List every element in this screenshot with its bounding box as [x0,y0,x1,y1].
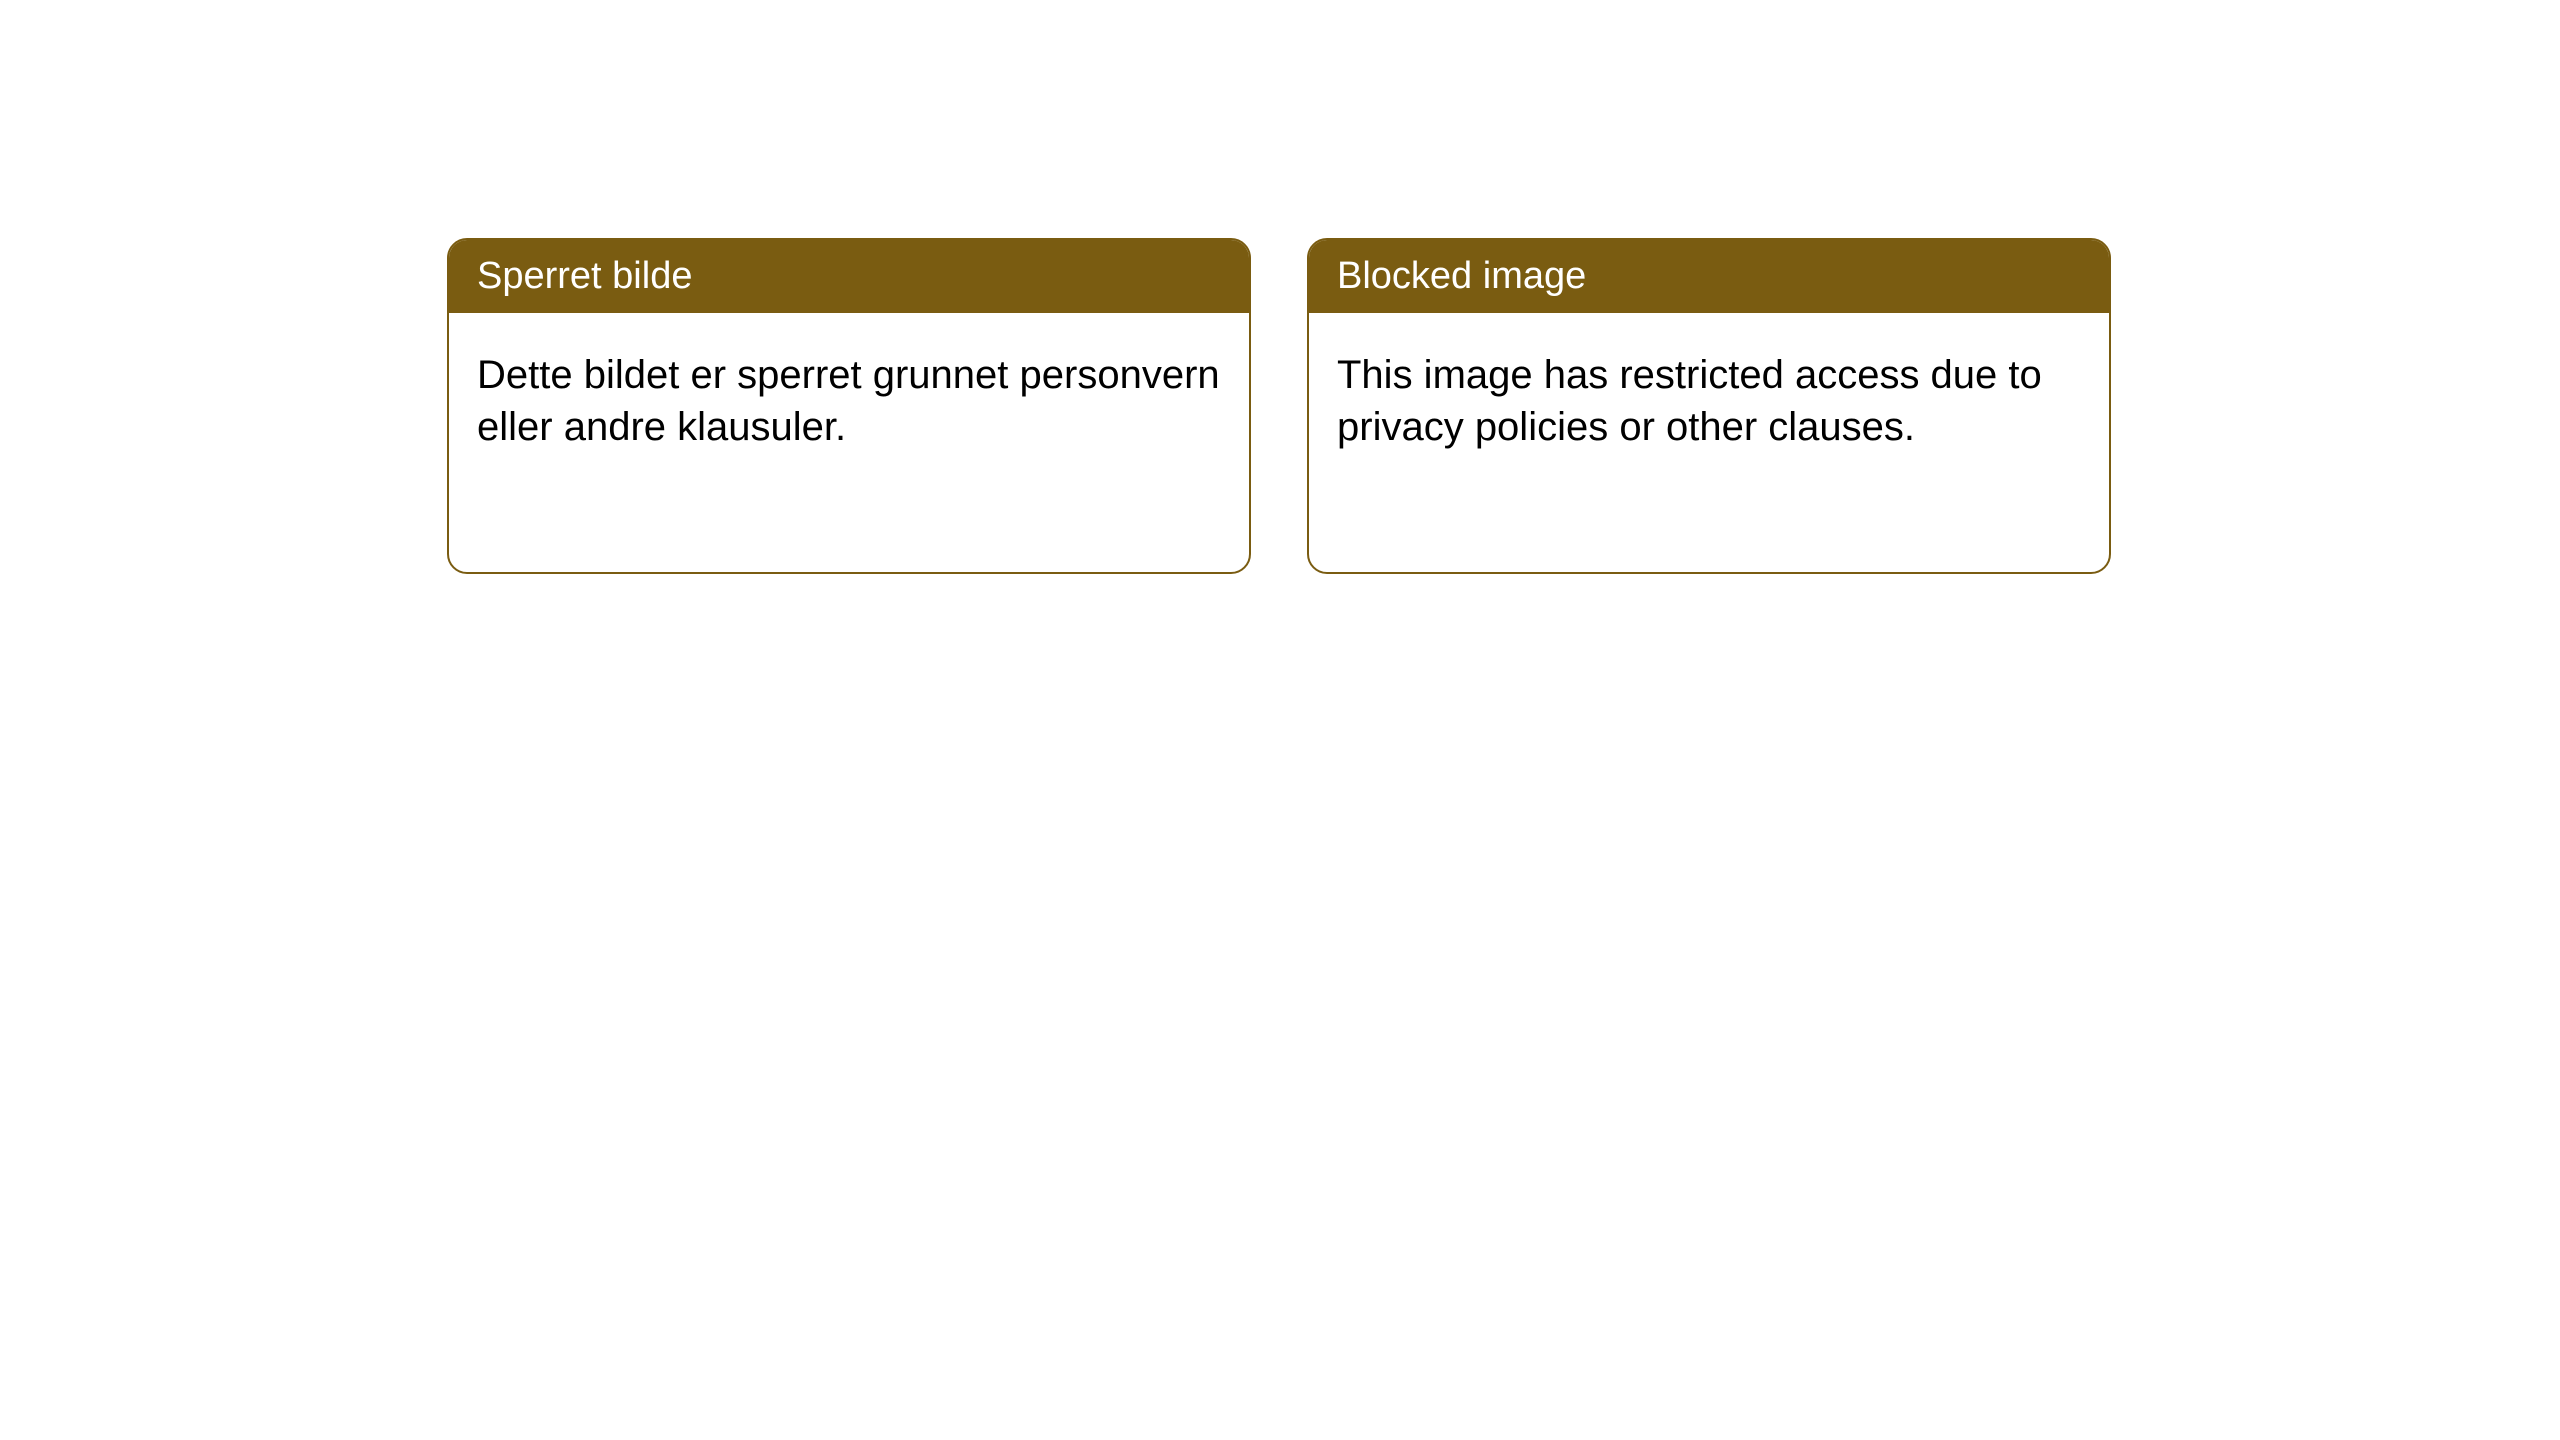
blocked-image-card-norwegian: Sperret bilde Dette bildet er sperret gr… [447,238,1251,574]
card-header-norwegian: Sperret bilde [449,240,1249,313]
card-body-norwegian: Dette bildet er sperret grunnet personve… [449,313,1249,489]
card-header-english: Blocked image [1309,240,2109,313]
blocked-image-card-english: Blocked image This image has restricted … [1307,238,2111,574]
card-body-english: This image has restricted access due to … [1309,313,2109,489]
notice-container: Sperret bilde Dette bildet er sperret gr… [447,238,2111,574]
